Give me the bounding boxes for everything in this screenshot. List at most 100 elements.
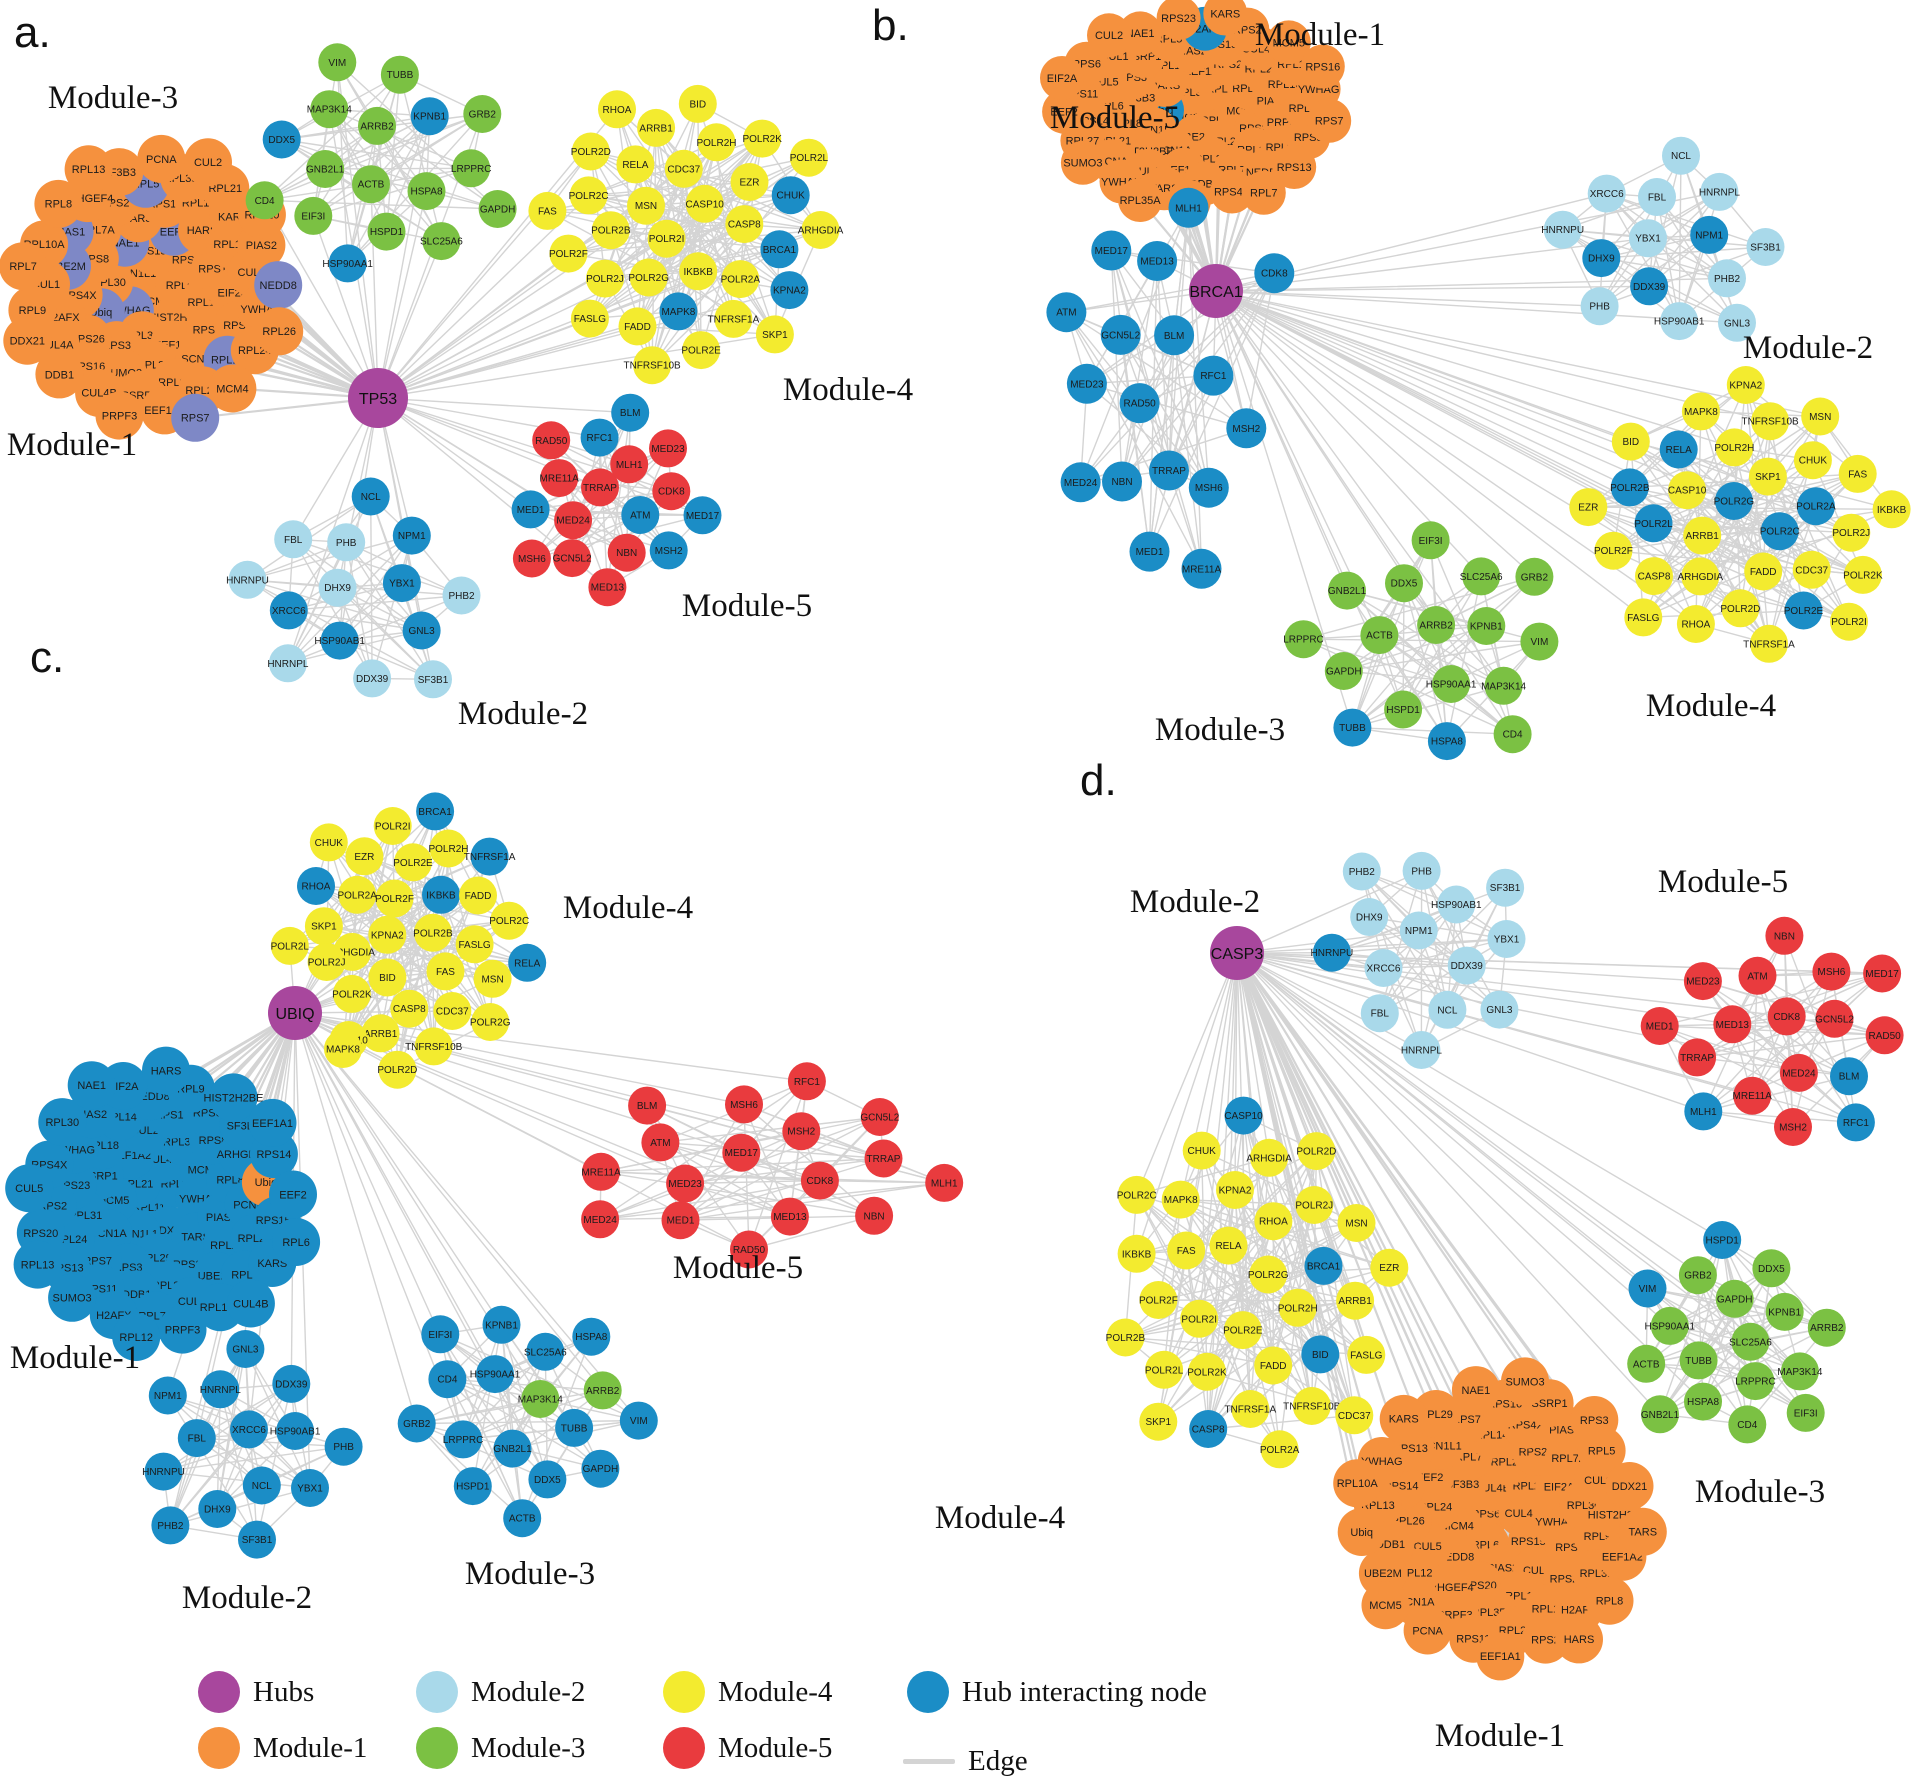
hub-interacting-node-color-swatch: [907, 1671, 949, 1713]
gene-node-label-BID: BID: [379, 973, 396, 984]
gene-node-label-HSPA8: HSPA8: [1687, 1397, 1719, 1408]
gene-node-label-MED13: MED13: [773, 1212, 807, 1223]
gene-node-label-RAD50: RAD50: [535, 436, 568, 447]
gene-node-label-SF3B1: SF3B1: [1750, 243, 1781, 254]
gene-node-label-RPL7: RPL7: [1250, 188, 1278, 200]
hub-color-swatch: [198, 1671, 240, 1713]
gene-node-label-MSH6: MSH6: [1818, 967, 1846, 978]
module-title-module-3: Module-3: [48, 80, 178, 116]
gene-node-label-KPNA2: KPNA2: [371, 930, 404, 941]
gene-node-label-YBX1: YBX1: [1635, 234, 1661, 245]
gene-node-label-RPL6: RPL6: [282, 1237, 310, 1249]
gene-node-label-EIF3I: EIF3I: [301, 211, 325, 222]
legend-item-module3: Module-3: [416, 1727, 585, 1769]
gene-node-label-MED23: MED23: [1686, 977, 1720, 988]
gene-node-label-SUMO3: SUMO3: [53, 1293, 92, 1305]
gene-node-label-IKBKB: IKBKB: [1877, 505, 1907, 516]
module4-color-swatch: [663, 1671, 705, 1713]
nodes-module-2: XRCC6NCLFBLHSP90AB1DHX9HNRNPLYBX1HNRNPUD…: [142, 1330, 362, 1559]
gene-node-label-CUL4B: CUL4B: [233, 1298, 268, 1310]
gene-node-label-NPM1: NPM1: [398, 531, 426, 542]
panel-letter-c: c.: [30, 633, 64, 682]
gene-node-label-POLR2F: POLR2F: [549, 249, 588, 260]
gene-node-label-RPS16: RPS16: [1305, 61, 1340, 73]
gene-node-label-UBE2M: UBE2M: [1364, 1568, 1402, 1580]
legend-label: Hubs: [253, 1676, 314, 1709]
edge: [749, 1216, 874, 1250]
panel-letter-b: b.: [872, 1, 909, 50]
gene-node-label-GCN5L2: GCN5L2: [553, 554, 592, 565]
gene-node-label-MED1: MED1: [667, 1216, 695, 1227]
gene-node-label-POLR2J: POLR2J: [1295, 1201, 1333, 1212]
gene-node-label-RPS3: RPS3: [1580, 1415, 1609, 1427]
gene-node-label-POLR2B: POLR2B: [591, 226, 631, 237]
gene-node-label-EZR: EZR: [740, 178, 760, 189]
gene-node-label-MRE11A: MRE11A: [1733, 1091, 1773, 1102]
gene-node-label-PCNA: PCNA: [1412, 1625, 1443, 1637]
gene-node-label-TRRAP: TRRAP: [867, 1154, 901, 1165]
gene-node-label-HSP90AB1: HSP90AB1: [1431, 900, 1482, 911]
gene-node-label-HSPA8: HSPA8: [1431, 737, 1463, 748]
gene-node-label-ATM: ATM: [630, 511, 650, 522]
gene-node-label-RPL35A: RPL35A: [1120, 195, 1162, 207]
gene-node-label-ARRB2: ARRB2: [586, 1386, 620, 1397]
module-title-module-5: Module-5: [673, 1250, 803, 1286]
gene-node-label-MED1: MED1: [1646, 1022, 1674, 1033]
gene-node-label-PHB2: PHB2: [157, 1521, 184, 1532]
gene-node-label-CDK8: CDK8: [807, 1176, 834, 1187]
gene-node-label-ATM: ATM: [1747, 971, 1767, 982]
gene-node-label-HSPD1: HSPD1: [1386, 705, 1420, 716]
gene-node-label-CHUK: CHUK: [1799, 456, 1828, 467]
gene-node-label-POLR2B: POLR2B: [1106, 1333, 1146, 1344]
module-title-module-2: Module-2: [458, 696, 588, 732]
gene-node-label-POLR2E: POLR2E: [1784, 606, 1824, 617]
gene-node-label-GRB2: GRB2: [1684, 1271, 1712, 1282]
gene-node-label-MED23: MED23: [1070, 379, 1104, 390]
gene-node-label-BLM: BLM: [637, 1101, 658, 1112]
gene-node-label-MAPK8: MAPK8: [1684, 407, 1718, 418]
gene-node-label-GCN5L2: GCN5L2: [860, 1113, 899, 1124]
gene-node-label-FADD: FADD: [624, 322, 651, 333]
gene-node-label-POLR2L: POLR2L: [790, 153, 829, 164]
gene-node-label-MAPK8: MAPK8: [326, 1045, 360, 1056]
gene-node-label-SF3B1: SF3B1: [418, 675, 449, 686]
nodes-module-1: MCM5GCN1L1RPL6YWHAGRPS15AHIST2H2BERPL30R…: [0, 135, 303, 442]
gene-node-label-MRE11A: MRE11A: [1182, 564, 1222, 575]
gene-node-label-RPL13: RPL13: [21, 1259, 55, 1271]
gene-node-label-MED1: MED1: [1136, 547, 1164, 558]
gene-node-label-NPM1: NPM1: [154, 1391, 182, 1402]
gene-node-label-POLR2C: POLR2C: [1117, 1190, 1157, 1201]
gene-node-label-PHB2: PHB2: [1714, 274, 1741, 285]
gene-node-label-FAS: FAS: [538, 206, 557, 217]
gene-node-label-EIF3I: EIF3I: [1419, 536, 1443, 547]
edge: [1679, 156, 1681, 321]
hub-edge: [1216, 291, 1504, 686]
gene-node-label-SF3B1: SF3B1: [242, 1535, 273, 1546]
gene-node-label-RHOA: RHOA: [603, 105, 632, 116]
gene-node-label-ARRB2: ARRB2: [1810, 1323, 1844, 1334]
gene-node-label-TUBB: TUBB: [1685, 1356, 1712, 1367]
gene-node-label-GNB2L1: GNB2L1: [1641, 1410, 1680, 1421]
gene-node-label-CASP8: CASP8: [1192, 1425, 1225, 1436]
gene-node-label-FADD: FADD: [1260, 1361, 1287, 1372]
gene-node-label-IKBKB: IKBKB: [426, 890, 456, 901]
gene-node-label-MSH6: MSH6: [1195, 483, 1223, 494]
gene-node-label-HSP90AA1: HSP90AA1: [470, 1370, 521, 1381]
gene-node-label-POLR2F: POLR2F: [1594, 546, 1633, 557]
gene-node-label-TNFRSF1A: TNFRSF1A: [464, 852, 516, 863]
gene-node-label-MLH1: MLH1: [1175, 203, 1202, 214]
gene-node-label-POLR2K: POLR2K: [742, 134, 782, 145]
nodes-module-4: POLR2GPOLR2ERELAPOLR2HPOLR2IRHOAFADDFASB…: [1106, 1097, 1409, 1469]
module-title-module-3: Module-3: [1695, 1474, 1825, 1510]
gene-node-label-CD4: CD4: [1737, 1420, 1757, 1431]
gene-node-label-RHOA: RHOA: [1259, 1217, 1288, 1228]
gene-node-label-TNFRSF10B: TNFRSF10B: [1283, 1402, 1341, 1413]
gene-node-label-ACTB: ACTB: [1366, 631, 1393, 642]
gene-node-label-MSN: MSN: [1809, 412, 1831, 423]
panel-b: ARHGEF4RPL31RPL13UbiqRPL9UBE2MHARSMCM4GC…: [872, 0, 1911, 760]
gene-node-label-POLR2A: POLR2A: [721, 275, 761, 286]
panel-a: MCM5GCN1L1RPL6YWHAGRPS15AHIST2H2BERPL30R…: [0, 8, 913, 732]
gene-node-label-VIM: VIM: [630, 1416, 648, 1427]
gene-node-label-MED13: MED13: [1140, 257, 1174, 268]
